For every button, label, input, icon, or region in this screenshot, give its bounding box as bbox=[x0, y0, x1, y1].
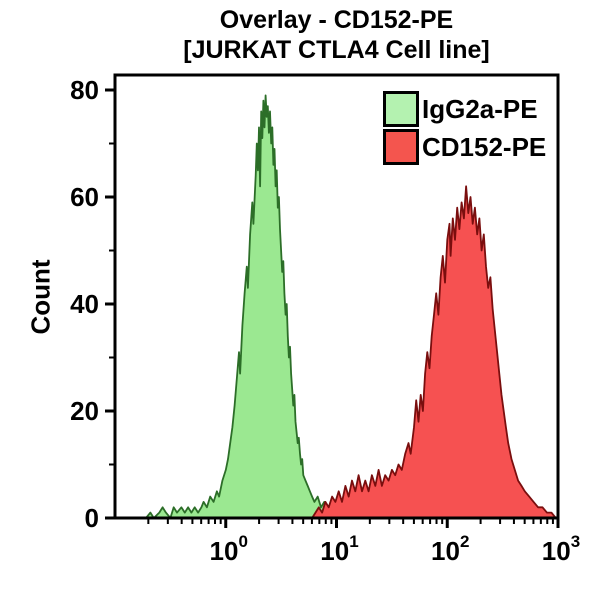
x-tick-label: 103 bbox=[542, 532, 580, 566]
histogram-cd152-pe bbox=[311, 185, 557, 519]
legend-item-cd152-pe: CD152-PE bbox=[383, 129, 546, 165]
y-tick-label: 0 bbox=[85, 503, 99, 533]
x-tick-label: 101 bbox=[320, 532, 358, 566]
y-tick-label: 40 bbox=[70, 289, 99, 319]
legend-label-igg2a-pe: IgG2a-PE bbox=[422, 93, 538, 124]
legend-item-igg2a-pe: IgG2a-PE bbox=[383, 91, 546, 127]
igg2a-pe-swatch-icon bbox=[383, 91, 419, 127]
plot-frame bbox=[113, 73, 560, 520]
legend: IgG2a-PE CD152-PE bbox=[383, 91, 546, 167]
cd152-pe-swatch-icon bbox=[383, 129, 419, 165]
y-tick-label: 20 bbox=[70, 396, 99, 426]
x-tick-label: 100 bbox=[210, 532, 248, 566]
chart-title-line1: Overlay - CD152-PE bbox=[219, 6, 454, 34]
chart-title: Overlay - CD152-PE [JURKAT CTLA4 Cell li… bbox=[115, 5, 558, 65]
x-tick-label: 102 bbox=[431, 532, 469, 566]
histogram-igg2a-pe bbox=[145, 94, 371, 519]
y-tick-label: 80 bbox=[70, 75, 99, 105]
chart-title-line2: [JURKAT CTLA4 Cell line] bbox=[183, 36, 490, 64]
legend-label-cd152-pe: CD152-PE bbox=[422, 131, 547, 162]
y-tick-label: 60 bbox=[70, 182, 99, 212]
